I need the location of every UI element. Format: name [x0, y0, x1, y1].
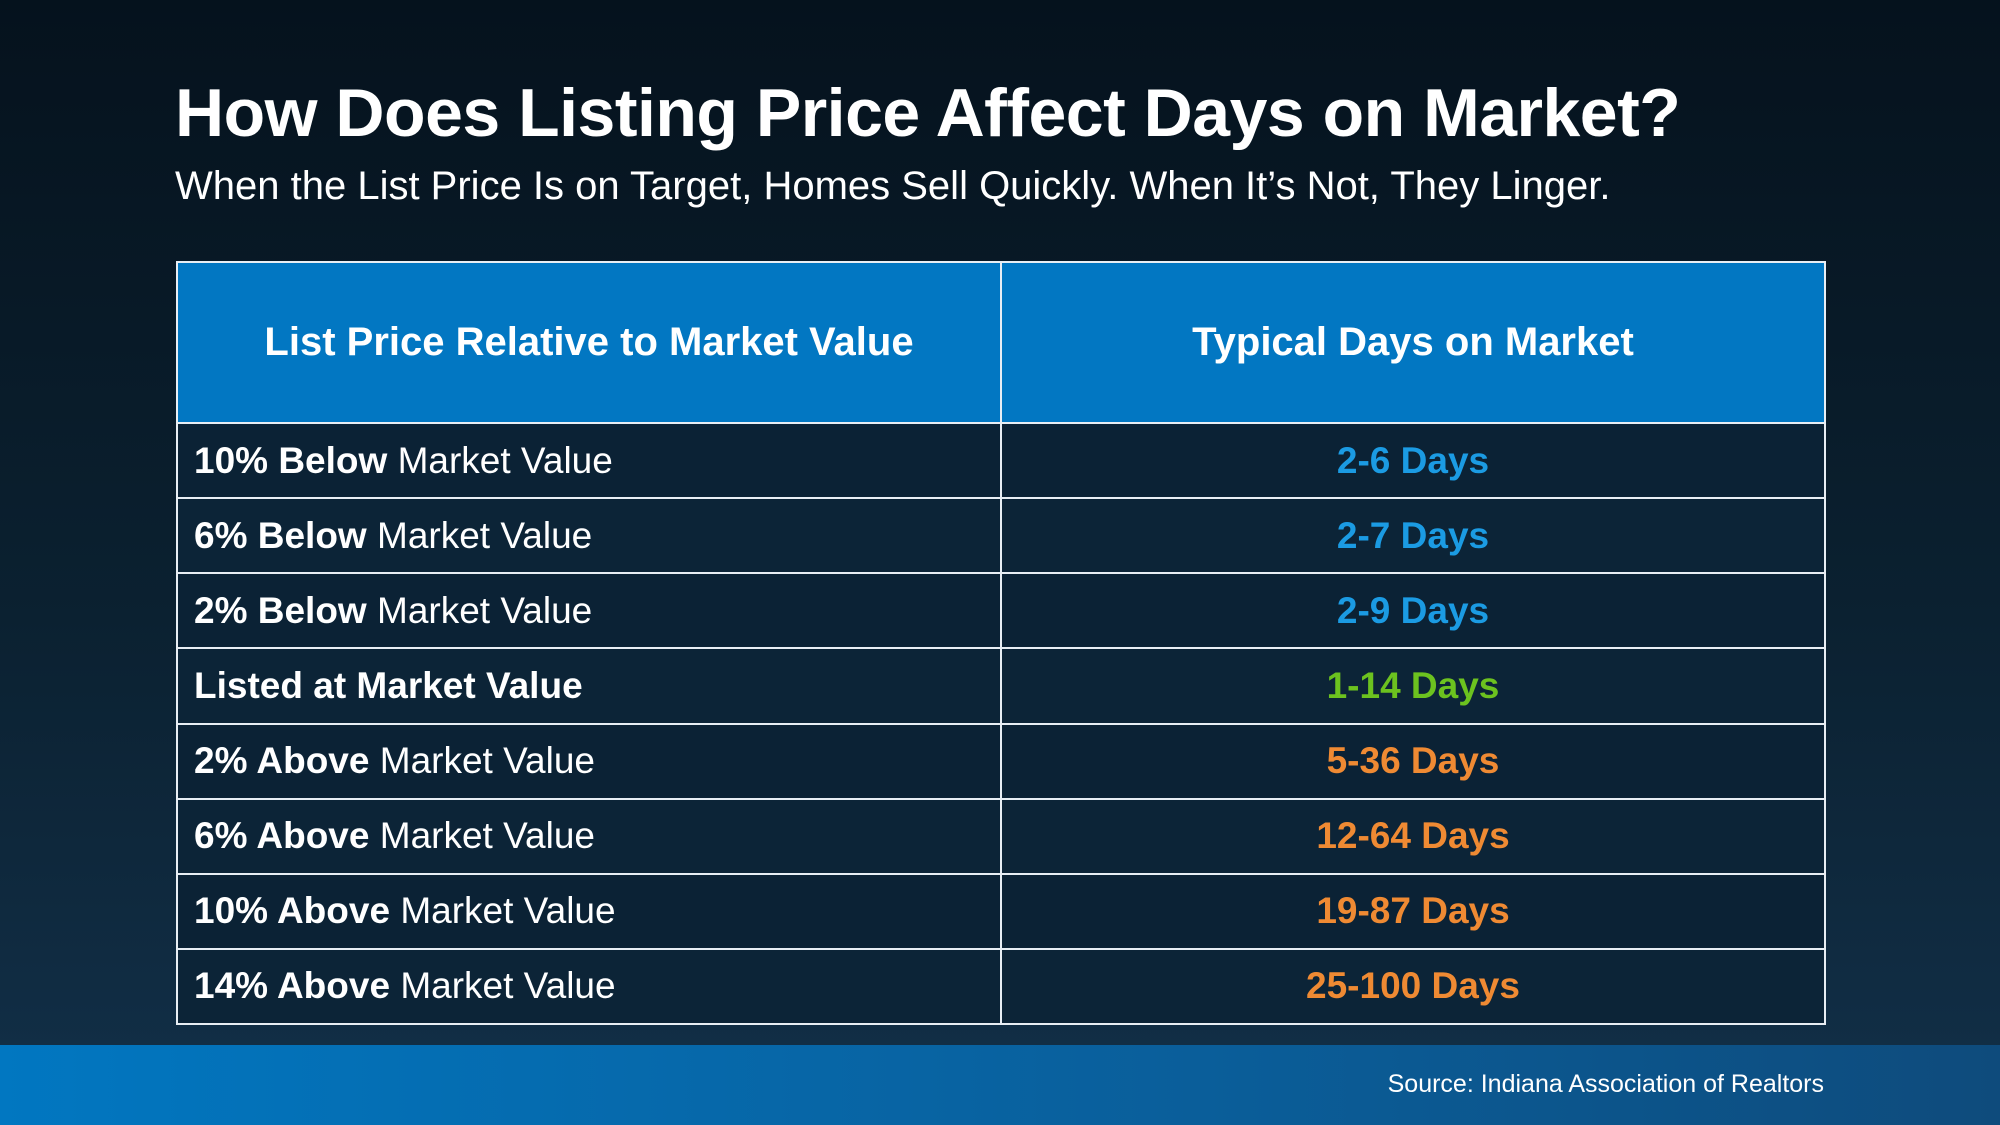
table-row: 10% Below Market Value 2-6 Days [176, 421, 1826, 500]
list-price-cell: 14% Above Market Value [176, 947, 1002, 1026]
days-cell: 2-9 Days [1000, 572, 1826, 650]
days-cell: 12-64 Days [1000, 797, 1826, 875]
days-cell: 1-14 Days [1000, 647, 1826, 725]
days-on-market-table: List Price Relative to Market Value Typi… [176, 261, 1826, 1026]
column-header-list-price: List Price Relative to Market Value [176, 261, 1002, 424]
list-price-strong: 10% Above [194, 890, 391, 932]
list-price-strong: 2% Above [194, 740, 370, 782]
table-row: 2% Below Market Value 2-9 Days [176, 572, 1826, 650]
list-price-strong: Listed at Market Value [194, 664, 583, 706]
table-row: 10% Above Market Value 19-87 Days [176, 872, 1826, 950]
list-price-rest: Market Value [390, 965, 616, 1007]
list-price-rest: Market Value [369, 740, 595, 782]
list-price-cell: 6% Below Market Value [176, 497, 1002, 575]
table-row: Listed at Market Value 1-14 Days [176, 647, 1826, 725]
list-price-cell: 6% Above Market Value [176, 797, 1002, 875]
days-cell: 25-100 Days [1000, 947, 1826, 1026]
table-header-row: List Price Relative to Market Value Typi… [176, 261, 1826, 424]
list-price-cell: 2% Below Market Value [176, 572, 1002, 650]
column-header-days: Typical Days on Market [1000, 261, 1826, 424]
days-cell: 2-6 Days [1000, 421, 1826, 500]
table-row: 6% Above Market Value 12-64 Days [176, 797, 1826, 875]
table-body: 10% Below Market Value 2-6 Days 6% Below… [176, 421, 1826, 1026]
list-price-strong: 6% Below [194, 514, 367, 556]
list-price-cell: 10% Above Market Value [176, 872, 1002, 950]
list-price-strong: 6% Above [194, 815, 370, 857]
table-row: 14% Above Market Value 25-100 Days [176, 947, 1826, 1026]
list-price-rest: Market Value [366, 589, 593, 631]
footer-band [0, 1045, 2000, 1125]
list-price-strong: 2% Below [194, 589, 367, 631]
list-price-rest: Market Value [369, 815, 595, 857]
list-price-strong: 14% Above [194, 965, 391, 1007]
list-price-rest: Market Value [387, 439, 613, 481]
source-credit: Source: Indiana Association of Realtors [1387, 1070, 1824, 1098]
list-price-cell: 10% Below Market Value [176, 421, 1002, 500]
days-cell: 19-87 Days [1000, 872, 1826, 950]
page-subtitle: When the List Price Is on Target, Homes … [175, 164, 1611, 208]
days-cell: 2-7 Days [1000, 497, 1826, 575]
table-row: 2% Above Market Value 5-36 Days [176, 722, 1826, 800]
list-price-cell: 2% Above Market Value [176, 722, 1002, 800]
table-row: 6% Below Market Value 2-7 Days [176, 497, 1826, 575]
list-price-rest: Market Value [366, 514, 593, 556]
list-price-rest: Market Value [390, 890, 616, 932]
list-price-cell: Listed at Market Value [176, 647, 1002, 725]
data-table: List Price Relative to Market Value Typi… [176, 261, 1826, 1026]
list-price-strong: 10% Below [194, 439, 388, 481]
days-cell: 5-36 Days [1000, 722, 1826, 800]
page-title: How Does Listing Price Affect Days on Ma… [175, 75, 1681, 151]
